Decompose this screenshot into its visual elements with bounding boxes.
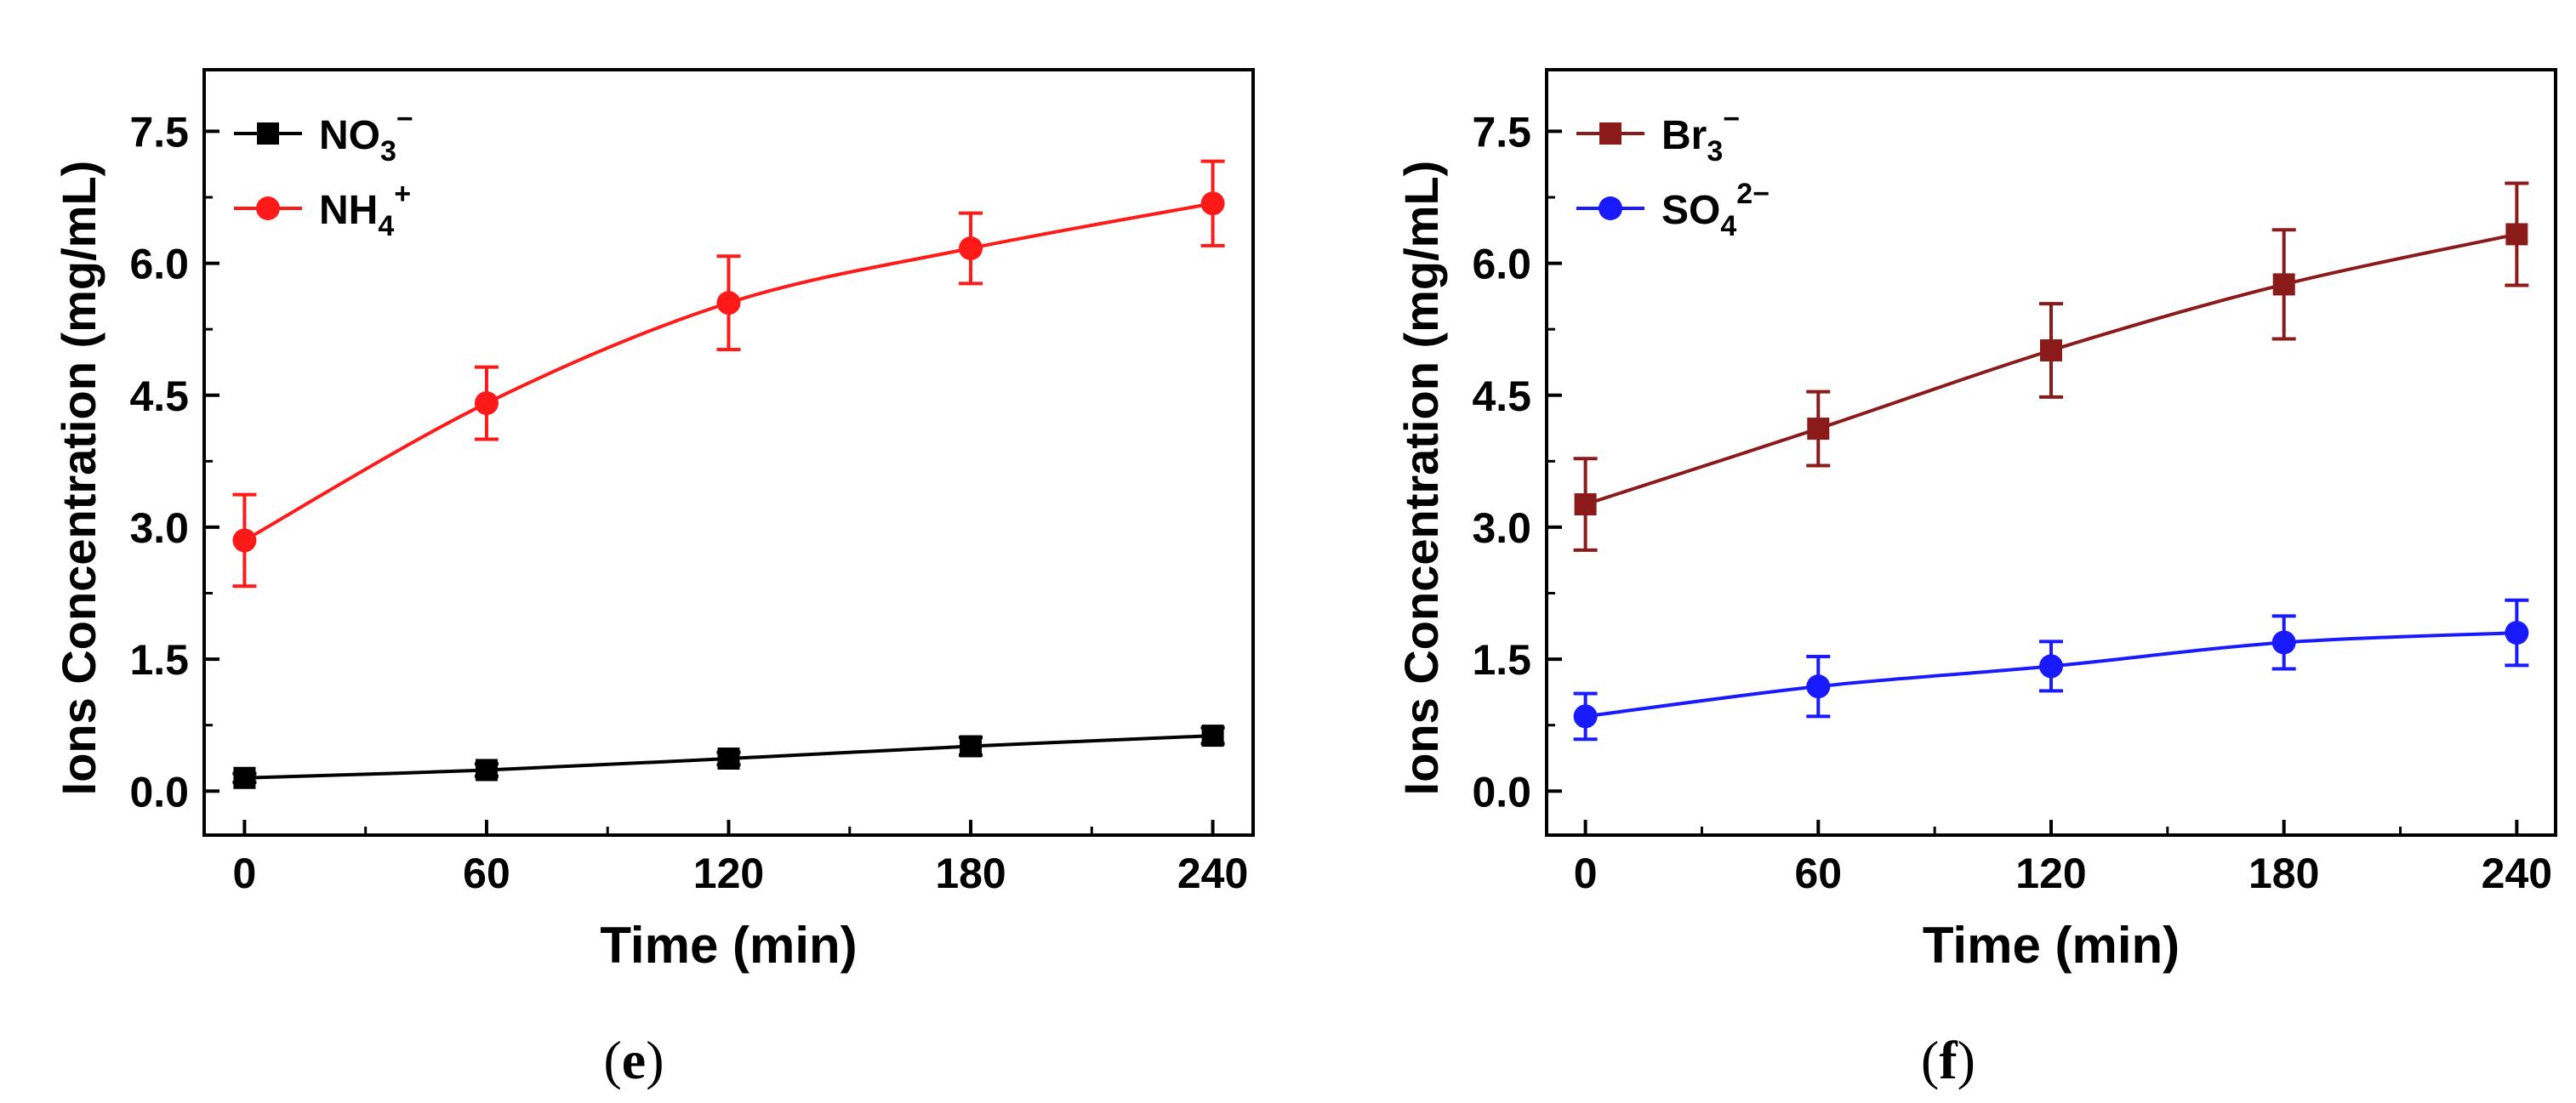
legend-label-base: NO [319, 113, 380, 158]
y-tick-label: 7.5 [1472, 108, 1531, 156]
data-point [2505, 223, 2528, 246]
panel-caption-letter: e [622, 1030, 646, 1090]
panel-caption-close-paren: ) [1958, 1030, 1975, 1090]
legend-entry-1: Br3− [1576, 103, 1740, 168]
data-point [1200, 191, 1225, 216]
legend-label-base: SO [1661, 188, 1720, 233]
x-tick-label: 120 [693, 850, 764, 897]
data-point [960, 735, 983, 758]
x-tick-label: 0 [233, 850, 257, 897]
series-1 [1573, 181, 2529, 552]
panel-caption: (f) [1921, 1030, 1975, 1090]
x-tick-label: 60 [463, 850, 510, 897]
panel-caption: (e) [603, 1030, 664, 1090]
data-point [1573, 704, 1598, 729]
data-point [717, 748, 740, 770]
x-axis-title: Time (min) [1923, 917, 2180, 974]
y-axis-title: Ions Concentration (mg/mL) [1394, 161, 1448, 796]
data-point [233, 766, 256, 789]
chart-panel-f: 0.0 1.5 3.0 4.5 6.0 7.5 0 60 120 180 240 Time (min)… [1394, 68, 2557, 1090]
legend-label: Br3− [1661, 103, 1740, 168]
data-point [232, 528, 257, 553]
panel-caption-letter: f [1939, 1030, 1958, 1090]
y-tick-label: 3.0 [1472, 504, 1531, 552]
x-tick-label: 180 [2248, 850, 2319, 897]
y-tick-label: 4.5 [129, 372, 189, 420]
data-point [2271, 630, 2296, 655]
legend-label-subscript: 4 [378, 210, 394, 242]
x-tick-label: 240 [2482, 850, 2552, 897]
y-tick-label: 0.0 [129, 768, 189, 816]
legend-label-superscript: + [394, 178, 411, 210]
legend-marker [1599, 122, 1621, 145]
data-point [716, 291, 741, 316]
legend-label-base: NH [319, 188, 378, 233]
data-point [2039, 654, 2063, 679]
chart-panel-e: 0.0 1.5 3.0 4.5 6.0 7.5 0 60 120 180 240 Time (min)… [52, 68, 1255, 1090]
y-tick-label: 0.0 [1472, 768, 1531, 816]
legend-marker [1599, 196, 1622, 220]
legend-label: SO42− [1661, 178, 1770, 242]
legend-label: NH4+ [319, 178, 411, 242]
y-tick-label: 6.0 [129, 241, 189, 288]
series-2 [232, 159, 1225, 588]
legend-entry-2: NH4+ [234, 178, 411, 242]
legend-label-subscript: 3 [1707, 135, 1723, 168]
data-point [475, 759, 498, 782]
y-tick-label: 4.5 [1472, 372, 1531, 420]
data-point [2272, 273, 2295, 296]
y-tick-label: 1.5 [129, 636, 189, 684]
panel-caption-close-paren: ) [646, 1030, 664, 1090]
series-1 [232, 725, 1225, 789]
x-tick-label: 60 [1794, 850, 1842, 897]
data-point [1806, 674, 1831, 699]
y-axis-title: Ions Concentration (mg/mL) [52, 161, 105, 796]
x-axis-title: Time (min) [600, 917, 857, 974]
legend-marker [257, 122, 279, 145]
data-point [1574, 493, 1597, 516]
legend-label-subscript: 4 [1720, 210, 1736, 242]
legend-marker [256, 196, 280, 220]
data-point [959, 236, 983, 260]
series-2 [1573, 598, 2529, 742]
y-tick-label: 7.5 [129, 108, 189, 156]
legend-label-superscript: − [396, 103, 413, 135]
data-point [474, 391, 499, 416]
x-tick-label: 0 [1574, 850, 1598, 897]
data-point [2505, 621, 2529, 645]
legend-entry-2: SO42− [1576, 178, 1770, 242]
legend-entry-1: NO3− [234, 103, 413, 168]
y-tick-label: 6.0 [1472, 241, 1531, 288]
y-tick-label: 1.5 [1472, 636, 1531, 684]
panel-caption-open-paren: ( [603, 1030, 621, 1090]
data-point [1201, 725, 1224, 748]
legend-label-base: Br [1661, 113, 1707, 158]
x-tick-label: 180 [935, 850, 1006, 897]
legend-label-superscript: − [1723, 103, 1740, 135]
legend-label: NO3− [319, 103, 413, 168]
x-tick-label: 240 [1177, 850, 1248, 897]
legend-label-superscript: 2− [1736, 178, 1770, 210]
legend-label-subscript: 3 [380, 135, 396, 168]
panel-caption-open-paren: ( [1921, 1030, 1939, 1090]
data-point [1807, 418, 1830, 441]
data-point [2040, 339, 2062, 361]
x-tick-label: 120 [2015, 850, 2086, 897]
y-tick-label: 3.0 [129, 504, 189, 552]
